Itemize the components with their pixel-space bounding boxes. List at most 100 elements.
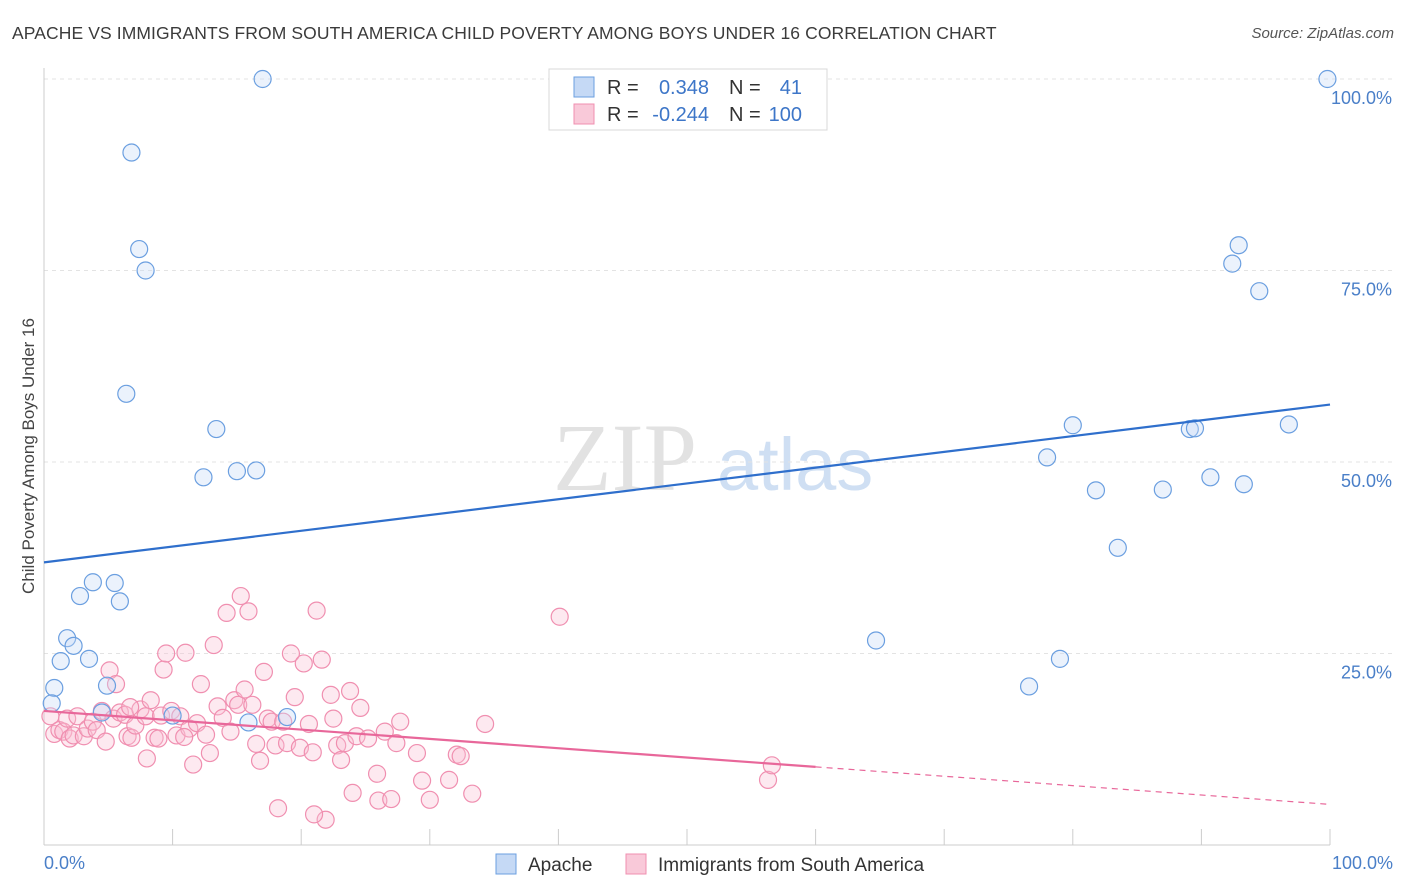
x-axis-ticks bbox=[43, 829, 1331, 845]
immigrants-point bbox=[229, 695, 248, 714]
immigrants-point bbox=[367, 764, 387, 783]
apache-point bbox=[253, 69, 272, 89]
immigrants-point bbox=[340, 681, 360, 701]
immigrants-point bbox=[191, 675, 210, 694]
apache-point bbox=[130, 239, 149, 259]
gridlines bbox=[44, 78, 1392, 654]
immigrants-point bbox=[281, 644, 301, 663]
immigrants-trend-line bbox=[43, 709, 816, 768]
bottom-legend: Apache Immigrants from South America bbox=[495, 853, 925, 876]
legend-swatch-immigrants bbox=[573, 103, 595, 125]
apache-point bbox=[45, 678, 64, 698]
immigrants-point bbox=[351, 698, 370, 717]
apache-point bbox=[51, 652, 70, 671]
immigrants-point bbox=[321, 685, 340, 704]
legend-swatch-apache bbox=[573, 76, 595, 98]
apache-point bbox=[70, 586, 90, 606]
y-axis-title: Child Poverty Among Boys Under 16 bbox=[19, 318, 38, 594]
apache-point bbox=[1185, 419, 1205, 438]
immigrants-point bbox=[299, 714, 319, 734]
apache-point bbox=[227, 462, 246, 481]
immigrants-point bbox=[221, 722, 240, 741]
apache-point bbox=[1063, 416, 1082, 435]
legend-box: R = 0.348 N = 41 R = -0.244 N = 100 bbox=[548, 68, 828, 131]
x-tick-label: 100.0% bbox=[1332, 853, 1393, 873]
source-label: Source: ZipAtlas.com bbox=[1251, 25, 1394, 42]
immigrants-point bbox=[420, 790, 439, 809]
immigrants-point bbox=[243, 695, 262, 714]
immigrants-point bbox=[358, 729, 378, 748]
immigrants-point bbox=[268, 799, 288, 818]
immigrants-point bbox=[196, 725, 216, 744]
immigrants-point bbox=[324, 709, 343, 728]
legend-r-value-1: 0.348 bbox=[659, 77, 709, 99]
apache-point bbox=[194, 468, 213, 487]
bottom-legend-swatch-immigrants bbox=[625, 853, 647, 875]
apache-point bbox=[1279, 415, 1298, 434]
chart-title: APACHE VS IMMIGRANTS FROM SOUTH AMERICA … bbox=[12, 23, 997, 43]
apache-point bbox=[277, 707, 297, 727]
immigrants-point bbox=[347, 727, 366, 746]
immigrants-point bbox=[208, 697, 227, 716]
apache-point bbox=[105, 573, 124, 593]
y-tick-label: 25.0% bbox=[1341, 663, 1392, 683]
apache-point bbox=[1201, 468, 1220, 487]
apache-point bbox=[64, 636, 83, 655]
apache-point bbox=[83, 573, 102, 592]
immigrants-point bbox=[231, 586, 250, 606]
immigrants-point bbox=[184, 755, 203, 774]
apache-point bbox=[42, 694, 61, 713]
apache-point bbox=[1019, 677, 1039, 696]
trend-lines bbox=[43, 403, 1331, 806]
x-tick-label: 0.0% bbox=[44, 853, 85, 873]
immigrants-point bbox=[451, 747, 470, 766]
immigrants-point bbox=[204, 635, 223, 655]
immigrants-point bbox=[266, 736, 285, 755]
immigrants-point bbox=[463, 784, 482, 803]
immigrants-point bbox=[157, 644, 176, 663]
immigrants-point bbox=[475, 714, 495, 734]
apache-point bbox=[1250, 282, 1269, 301]
immigrants-point bbox=[213, 708, 232, 727]
apache-point bbox=[207, 419, 226, 439]
legend-r-value-2: -0.244 bbox=[652, 104, 709, 126]
immigrants-point bbox=[407, 743, 427, 763]
immigrants-point bbox=[137, 749, 156, 768]
apache-point bbox=[1108, 538, 1127, 557]
legend-n-label-1: N = bbox=[729, 77, 761, 99]
apache-point bbox=[239, 713, 258, 732]
apache-point bbox=[247, 461, 266, 480]
immigrants-point bbox=[250, 751, 270, 770]
bottom-legend-apache: Apache bbox=[528, 855, 592, 876]
apache-point bbox=[1318, 69, 1337, 89]
immigrants-point bbox=[304, 805, 324, 824]
immigrants-point bbox=[412, 771, 432, 790]
immigrants-point bbox=[141, 691, 160, 710]
apache-point bbox=[1234, 475, 1253, 494]
apache-point bbox=[1229, 236, 1248, 255]
immigrants-trend-extension bbox=[815, 766, 1331, 806]
legend-n-label-2: N = bbox=[729, 104, 761, 126]
x-tick-labels: 0.0% 100.0% bbox=[44, 853, 1393, 873]
immigrants-point bbox=[387, 734, 406, 753]
y-tick-labels: 25.0% 50.0% 75.0% 100.0% bbox=[1331, 88, 1392, 683]
y-tick-label: 75.0% bbox=[1341, 280, 1392, 300]
immigrants-point bbox=[343, 783, 362, 803]
immigrants-point bbox=[382, 789, 401, 809]
apache-point bbox=[136, 261, 155, 280]
legend-r-label-1: R = bbox=[607, 77, 639, 99]
immigrants-point bbox=[303, 743, 322, 762]
apache-point bbox=[1153, 480, 1172, 499]
y-tick-label: 100.0% bbox=[1331, 88, 1392, 108]
immigrants-point bbox=[121, 698, 140, 717]
apache-point bbox=[1037, 448, 1057, 467]
immigrants-point bbox=[175, 727, 194, 747]
immigrants-point bbox=[285, 688, 304, 707]
legend-n-value-1: 41 bbox=[780, 77, 802, 99]
y-tick-label: 50.0% bbox=[1341, 471, 1392, 491]
immigrants-point bbox=[136, 707, 155, 726]
apache-point bbox=[97, 676, 117, 695]
apache-point bbox=[110, 592, 129, 611]
apache-point bbox=[1050, 649, 1070, 668]
